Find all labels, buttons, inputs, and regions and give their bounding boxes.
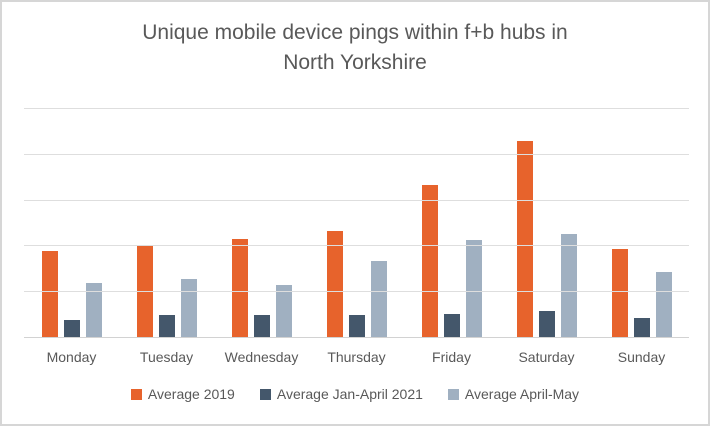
legend-swatch-icon (259, 388, 271, 400)
legend-item-average-april-may: Average April-May (447, 386, 580, 402)
bar-sunday-average-april-may (655, 272, 672, 337)
bar-group-monday (24, 108, 119, 337)
bar-tuesday-average-april-may (180, 279, 197, 337)
bar-wednesday-average-april-may (275, 284, 292, 337)
legend-swatch-icon (130, 388, 142, 400)
bar-sunday-average-2019 (611, 248, 628, 337)
bar-group-thursday (309, 108, 404, 337)
chart-title: Unique mobile device pings within f+b hu… (2, 18, 708, 78)
bar-monday-average-2019 (41, 250, 58, 337)
legend-label: Average 2019 (147, 386, 235, 402)
bar-thursday-average-jan-april-2021 (348, 315, 365, 337)
x-axis-label-thursday: Thursday (327, 349, 386, 365)
bar-groups (24, 108, 689, 337)
legend-label: Average April-May (464, 386, 580, 402)
chart-title-line-2: North Yorkshire (283, 51, 427, 74)
x-axis-label-saturday: Saturday (518, 349, 575, 365)
gridline (24, 153, 689, 155)
x-axis-label-friday: Friday (432, 349, 471, 365)
legend: Average 2019 Average Jan-April 2021 Averag… (2, 386, 708, 402)
legend-item-average-jan-april-2021: Average Jan-April 2021 (259, 386, 423, 402)
gridline (24, 245, 689, 247)
bar-group-sunday (594, 108, 689, 337)
bar-sunday-average-jan-april-2021 (633, 318, 650, 337)
gridline (24, 199, 689, 201)
bar-group-tuesday (119, 108, 214, 337)
legend-item-average-2019: Average 2019 (130, 386, 235, 402)
x-axis-label-wednesday: Wednesday (224, 349, 299, 365)
plot-area (24, 108, 689, 338)
bar-friday-average-april-may (465, 239, 482, 337)
gridline (24, 291, 689, 293)
bar-friday-average-jan-april-2021 (443, 314, 460, 337)
bar-thursday-average-2019 (326, 231, 343, 337)
chart-title-line-1: Unique mobile device pings within f+b hu… (142, 21, 568, 44)
bar-monday-average-jan-april-2021 (63, 320, 80, 337)
x-axis-label-sunday: Sunday (617, 349, 666, 365)
bar-monday-average-april-may (85, 283, 102, 337)
bar-group-wednesday (214, 108, 309, 337)
bar-saturday-average-april-may (560, 234, 577, 337)
bar-group-saturday (499, 108, 594, 337)
x-axis-label-monday: Monday (46, 349, 97, 365)
bar-friday-average-2019 (421, 185, 438, 337)
bar-group-friday (404, 108, 499, 337)
bar-wednesday-average-2019 (231, 239, 248, 337)
x-axis-labels: Monday Tuesday Wednesday Thursday Friday Satu… (24, 349, 689, 365)
bar-wednesday-average-jan-april-2021 (253, 315, 270, 337)
bar-thursday-average-april-may (370, 260, 387, 337)
legend-swatch-icon (447, 388, 459, 400)
x-axis-label-tuesday: Tuesday (139, 349, 194, 365)
bar-tuesday-average-jan-april-2021 (158, 315, 175, 337)
gridline (24, 108, 689, 109)
bar-saturday-average-2019 (516, 140, 533, 337)
legend-label: Average Jan-April 2021 (276, 386, 423, 402)
bar-saturday-average-jan-april-2021 (538, 311, 555, 337)
